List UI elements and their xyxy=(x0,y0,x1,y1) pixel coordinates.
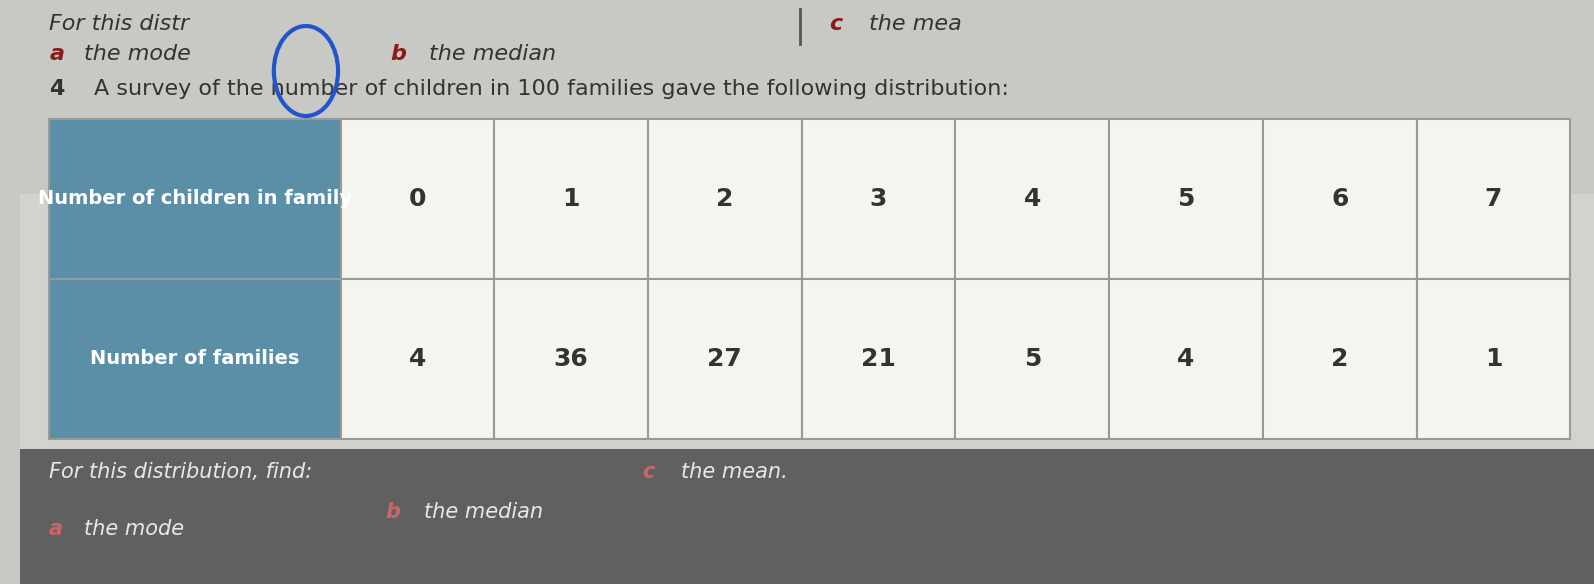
Text: 2: 2 xyxy=(1331,347,1349,371)
Text: 4: 4 xyxy=(49,79,64,99)
Text: Number of children in family: Number of children in family xyxy=(38,189,352,208)
Text: the median: the median xyxy=(429,44,556,64)
Bar xyxy=(1262,119,1417,279)
Bar xyxy=(341,279,494,439)
Bar xyxy=(49,119,341,279)
Text: 4: 4 xyxy=(1023,187,1041,211)
Text: 21: 21 xyxy=(861,347,896,371)
Bar xyxy=(19,0,1594,200)
Bar xyxy=(494,279,649,439)
Text: 36: 36 xyxy=(553,347,588,371)
Bar xyxy=(341,119,494,279)
Text: 4: 4 xyxy=(408,347,426,371)
Bar xyxy=(955,119,1109,279)
Text: 4: 4 xyxy=(1178,347,1194,371)
Text: the mean.: the mean. xyxy=(681,462,787,482)
Bar xyxy=(802,279,955,439)
Text: 1: 1 xyxy=(563,187,580,211)
Bar xyxy=(1262,279,1417,439)
Bar xyxy=(649,279,802,439)
Text: Number of families: Number of families xyxy=(91,349,300,369)
Text: For this distr: For this distr xyxy=(49,14,190,34)
Bar xyxy=(1109,279,1262,439)
Text: the mea: the mea xyxy=(869,14,961,34)
Bar xyxy=(494,119,649,279)
Text: 5: 5 xyxy=(1023,347,1041,371)
Text: b: b xyxy=(386,502,400,522)
Bar xyxy=(1417,279,1570,439)
Text: 7: 7 xyxy=(1484,187,1502,211)
Text: a: a xyxy=(49,519,64,539)
Text: 0: 0 xyxy=(408,187,426,211)
Text: c: c xyxy=(642,462,654,482)
Bar xyxy=(955,279,1109,439)
Text: c: c xyxy=(829,14,843,34)
Bar xyxy=(49,279,341,439)
Text: the mode: the mode xyxy=(84,519,183,539)
Text: 3: 3 xyxy=(870,187,888,211)
Text: A survey of the number of children in 100 families gave the following distributi: A survey of the number of children in 10… xyxy=(94,79,1009,99)
Bar xyxy=(649,119,802,279)
Text: the median: the median xyxy=(424,502,544,522)
Text: For this distribution, find:: For this distribution, find: xyxy=(49,462,312,482)
Text: 2: 2 xyxy=(716,187,733,211)
Bar xyxy=(802,119,955,279)
Text: 6: 6 xyxy=(1331,187,1349,211)
Text: 1: 1 xyxy=(1484,347,1502,371)
Text: 27: 27 xyxy=(708,347,743,371)
Bar xyxy=(1417,119,1570,279)
Bar xyxy=(1109,119,1262,279)
Text: a: a xyxy=(49,44,64,64)
Text: the mode: the mode xyxy=(84,44,191,64)
Text: 5: 5 xyxy=(1178,187,1194,211)
Text: b: b xyxy=(391,44,406,64)
Bar xyxy=(19,449,1594,584)
Bar xyxy=(19,194,1594,454)
